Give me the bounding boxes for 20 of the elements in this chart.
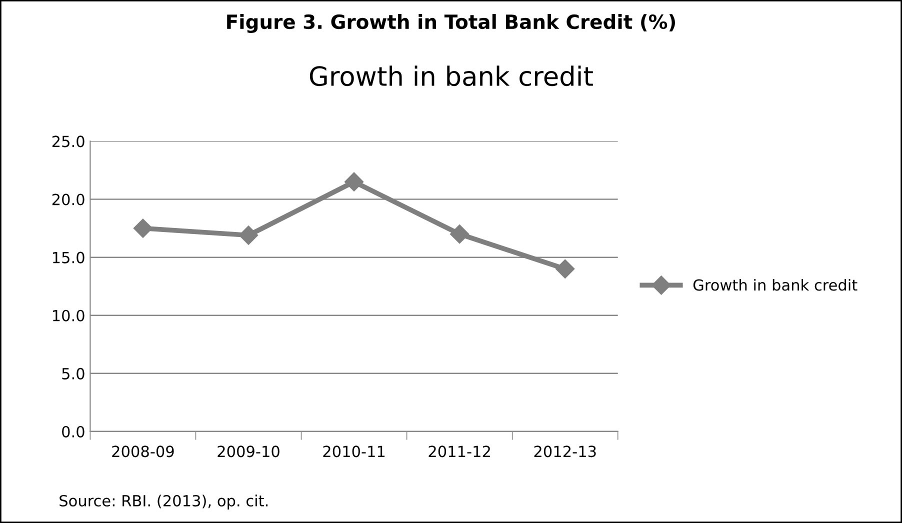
point <box>450 224 470 244</box>
chart-title: Figure 3. Growth in Total Bank Credit (%) <box>227 14 675 34</box>
y-tick-label: 25.0 <box>52 136 84 148</box>
x-tick-label: 2009-10 <box>218 446 280 458</box>
y-tick-label: 15.0 <box>53 252 84 264</box>
legend-label: Growth in bank credit <box>693 278 858 291</box>
y-tick-label: 10.0 <box>53 310 84 322</box>
point <box>344 172 364 192</box>
x-tick-label: 2011-12 <box>428 446 490 458</box>
y-tick-label: 20.0 <box>52 194 84 206</box>
chart-subtitle: Growth in bank credit <box>310 66 593 86</box>
y-tick-label: 0.0 <box>62 426 84 438</box>
source-note: Source: RBI. (2013), op. cit. <box>60 494 268 510</box>
x-tick-label: 2010-11 <box>323 446 385 458</box>
point <box>133 218 152 238</box>
y-tick-label: 5.0 <box>62 368 84 380</box>
point <box>238 226 258 245</box>
point <box>556 259 575 278</box>
x-tick-label: 2012-13 <box>534 446 596 458</box>
x-tick-label: 2008-09 <box>112 446 174 458</box>
